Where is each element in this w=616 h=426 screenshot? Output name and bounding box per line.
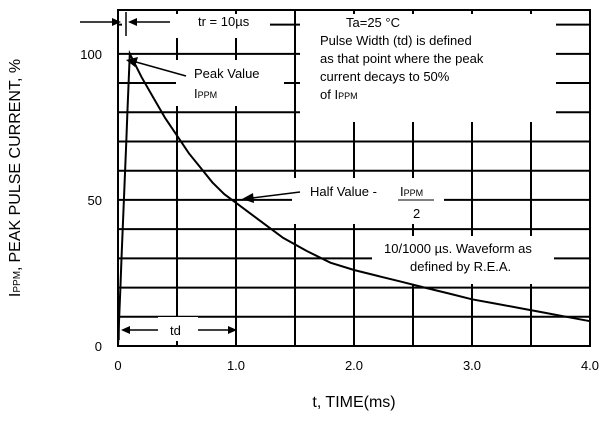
waveform-curve: [117, 49, 591, 347]
y-tick-label: 0: [95, 339, 102, 354]
peak-symbol: IPPM: [194, 86, 217, 101]
x-tick-label: 2.0: [345, 358, 363, 373]
conditions-line-2: Pulse Width (td) is defined: [320, 33, 472, 48]
y-axis-prefix: I: [7, 293, 24, 297]
y-axis-title: IPPM, PEAK PULSE CURRENT, %: [7, 59, 24, 297]
td-arrow-left-head: [121, 326, 130, 334]
x-tick-label: 1.0: [227, 358, 245, 373]
conditions-line-5: of IPPM: [320, 87, 358, 102]
peak-arrow-shaft: [135, 61, 187, 77]
peak-symbol-main: I: [194, 86, 198, 101]
y-tick-labels: 0 50 100: [80, 47, 102, 354]
y-tick-label: 50: [88, 193, 102, 208]
plot-frame: [117, 9, 591, 347]
x-axis-title: t, TIME(ms): [312, 394, 395, 411]
y-tick-label: 100: [80, 47, 102, 62]
conditions-box: [300, 14, 556, 122]
half-symbol: IPPM: [400, 184, 423, 199]
td-arrow-right-head: [228, 326, 237, 334]
tr-box: [122, 14, 270, 38]
tr-label: tr = 10µs: [198, 14, 250, 29]
tr-arrow-right-head: [128, 18, 137, 26]
half-label: Half Value -: [310, 184, 377, 199]
waveform-line-2: defined by R.E.A.: [410, 259, 511, 274]
half-symbol-main: I: [400, 184, 404, 199]
half-arrow-head: [242, 193, 254, 203]
half-symbol-sub: PPM: [404, 188, 424, 198]
y-axis-prefix-sub: PPM: [12, 271, 23, 293]
x-tick-label: 3.0: [463, 358, 481, 373]
tr-arrow-left-head: [112, 18, 121, 26]
conditions-line-5-sub: PPM: [338, 91, 358, 101]
conditions-line-4: current decays to 50%: [320, 69, 450, 84]
conditions-line-1: Ta=25 °C: [346, 15, 400, 30]
y-axis-suffix: ,: [7, 267, 24, 271]
waveform-box: [372, 236, 554, 284]
half-denominator: 2: [413, 206, 420, 221]
td-box: [158, 317, 198, 341]
peak-arrow-head: [126, 57, 138, 67]
x-tick-label: 4.0: [581, 358, 599, 373]
half-box: [292, 178, 444, 224]
half-arrow-shaft: [251, 191, 301, 199]
x-tick-labels: 0 1.0 2.0 3.0 4.0: [114, 358, 599, 373]
x-tick-label: 0: [114, 358, 121, 373]
conditions-line-3: as that point where the peak: [320, 51, 484, 66]
annotation-boxes: [122, 14, 556, 341]
y-axis-main: PEAK PULSE CURRENT, %: [7, 59, 24, 263]
waveform-line-1: 10/1000 µs. Waveform as: [384, 241, 532, 256]
peak-box: [176, 60, 284, 106]
peak-symbol-sub: PPM: [198, 90, 218, 100]
peak-label: Peak Value: [194, 66, 260, 81]
conditions-line-5-text: of I: [320, 87, 338, 102]
td-label: td: [170, 323, 181, 338]
